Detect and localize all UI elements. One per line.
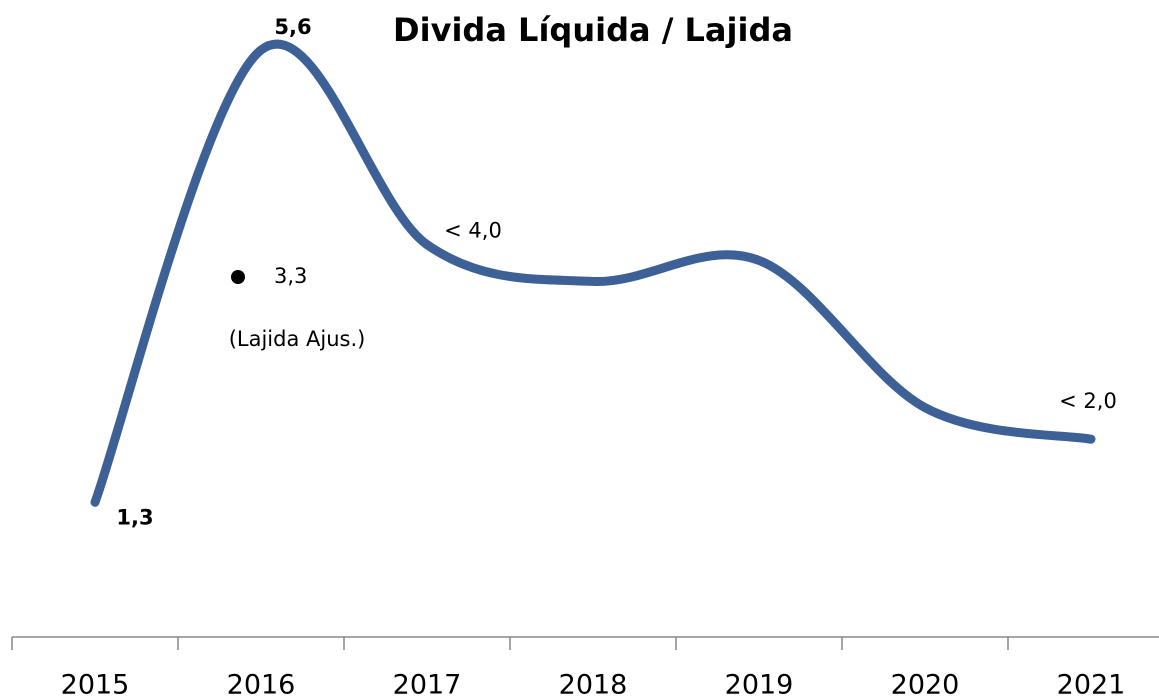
adjusted-point [231, 270, 245, 284]
data-label: 5,6 [274, 15, 311, 39]
line [90, 39, 1096, 507]
x-tick-label: 2015 [61, 670, 130, 699]
x-tick-label: 2019 [725, 670, 794, 699]
adjusted-value-label: 3,3 [274, 264, 307, 288]
chart-title: Divida Líquida / Lajida [393, 11, 793, 49]
adjusted-label: (Lajida Ajus.) [229, 327, 366, 351]
x-tick-label: 2021 [1057, 670, 1126, 699]
x-tick-label: 2018 [559, 670, 628, 699]
data-label: < 4,0 [444, 219, 502, 243]
x-tick-label: 2017 [393, 670, 462, 699]
x-tick-label: 2016 [227, 670, 296, 699]
data-label: 1,3 [116, 505, 153, 529]
data-label: < 2,0 [1059, 389, 1117, 413]
x-tick-label: 2020 [891, 670, 960, 699]
